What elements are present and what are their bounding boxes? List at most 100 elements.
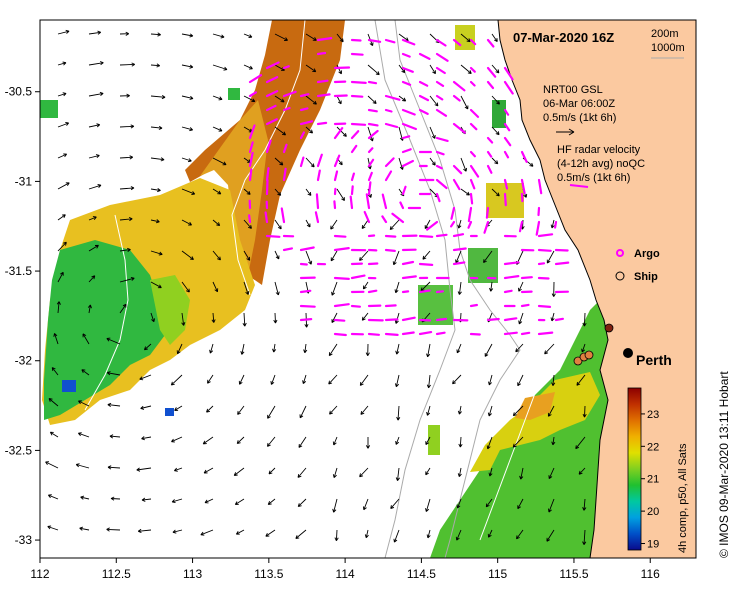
- gsl-legend-title: NRT00 GSL: [543, 84, 603, 96]
- gsl-arrow: [272, 343, 277, 353]
- hf-arrow: [299, 289, 312, 294]
- gsl-arrow: [517, 498, 524, 510]
- gsl-arrow: [491, 64, 500, 74]
- gsl-arrow: [512, 405, 524, 417]
- hf-arrow: [537, 304, 552, 308]
- hf-arrow: [418, 52, 431, 61]
- argo-legend-symbol: [616, 249, 624, 257]
- ship-legend-symbol: [615, 271, 625, 281]
- gsl-arrow: [576, 374, 586, 386]
- hf-arrow: [435, 38, 447, 47]
- gsl-arrow: [512, 436, 524, 448]
- lon-tick-label: 115.5: [559, 567, 588, 581]
- gsl-arrow: [181, 157, 192, 163]
- gsl-arrow: [544, 343, 555, 355]
- hf-arrow: [537, 178, 543, 195]
- gsl-arrow: [150, 312, 156, 323]
- hf-arrow: [469, 80, 476, 87]
- gsl-arrow: [57, 153, 68, 159]
- gsl-arrow: [202, 436, 214, 445]
- hf-arrow: [363, 210, 371, 224]
- gsl-arrow: [181, 188, 196, 195]
- hf-arrow: [316, 51, 327, 56]
- hf-arrow: [486, 164, 493, 174]
- gsl-arrow: [392, 250, 400, 266]
- gsl-arrow: [332, 467, 338, 479]
- hf-arrow: [350, 144, 358, 154]
- hf-arrow: [452, 122, 466, 134]
- hf-arrow: [469, 38, 477, 46]
- gsl-arrow: [274, 33, 288, 41]
- gsl-arrow: [367, 126, 374, 142]
- gsl-arrow: [88, 61, 104, 66]
- hf-arrow: [316, 169, 321, 182]
- gsl-arrow: [426, 374, 431, 389]
- hf-arrow: [554, 261, 570, 266]
- hf-arrow: [486, 66, 497, 78]
- ship-legend-label: Ship: [634, 271, 658, 283]
- gsl-arrow: [429, 64, 436, 75]
- hf-arrow: [265, 234, 281, 238]
- hf-arrow: [299, 156, 305, 168]
- hf-arrow: [367, 171, 373, 182]
- gsl-arrow: [582, 312, 587, 327]
- hf-arrow: [367, 262, 379, 266]
- hf-arrow: [367, 234, 376, 238]
- hf-arrow: [248, 74, 263, 84]
- gsl-arrow: [88, 91, 104, 97]
- gsl-arrow: [518, 281, 524, 292]
- hf-arrow: [452, 178, 461, 191]
- gsl-arrow: [243, 64, 253, 70]
- hf-arrow: [452, 80, 466, 92]
- hf-arrow: [384, 332, 399, 336]
- gsl-arrow: [551, 374, 556, 386]
- lat-tick-label: -30.5: [5, 85, 33, 99]
- hf-arrow: [486, 136, 494, 144]
- gsl-arrow: [425, 436, 431, 445]
- gsl-arrow: [457, 281, 462, 295]
- gsl-arrow: [181, 250, 194, 261]
- hf-arrow: [299, 131, 305, 140]
- gsl-arrow: [212, 33, 225, 39]
- gsl-arrow: [429, 95, 439, 107]
- hf-arrow: [265, 139, 272, 154]
- hf-arrow: [452, 261, 466, 266]
- gsl-arrow: [237, 405, 245, 415]
- hf-arrow: [315, 193, 320, 210]
- gsl-arrow: [106, 337, 121, 345]
- hf-arrow: [333, 94, 348, 98]
- hf-arrow: [435, 52, 449, 62]
- lon-tick-label: 114.5: [407, 567, 436, 581]
- gsl-arrow: [181, 219, 192, 226]
- gsl-arrow: [266, 436, 276, 447]
- colorbar-tick-label: 20: [647, 506, 659, 518]
- gsl-arrow: [88, 216, 97, 221]
- gsl-arrow: [119, 31, 130, 36]
- hf-arrow: [518, 220, 524, 233]
- hf-arrow: [350, 172, 355, 182]
- hf-arrow: [435, 233, 448, 238]
- gsl-arrow: [425, 467, 431, 476]
- hf-arrow: [350, 52, 364, 56]
- gsl-arrow: [367, 95, 377, 105]
- colorbar-tick-label: 19: [647, 539, 659, 551]
- hf-arrow: [350, 122, 367, 126]
- hf-arrow: [469, 332, 481, 336]
- hf-arrow: [426, 220, 439, 231]
- gsl-arrow: [518, 312, 524, 325]
- hf-arrow: [503, 136, 512, 147]
- gsl-arrow: [82, 333, 90, 345]
- gsl-arrow: [550, 312, 555, 322]
- perth-marker: [623, 348, 633, 358]
- hf-arrow: [469, 122, 478, 131]
- hf-arrow: [333, 170, 339, 182]
- gsl-arrow: [150, 32, 161, 37]
- hf-arrow: [469, 164, 480, 178]
- gsl-arrow: [56, 301, 61, 314]
- gsl-arrow: [274, 281, 280, 296]
- gsl-arrow: [235, 529, 245, 535]
- plot-frame: [39, 19, 697, 559]
- gsl-arrow: [398, 64, 406, 74]
- gsl-legend-arrowhead: [568, 128, 575, 136]
- gsl-arrow: [429, 157, 436, 166]
